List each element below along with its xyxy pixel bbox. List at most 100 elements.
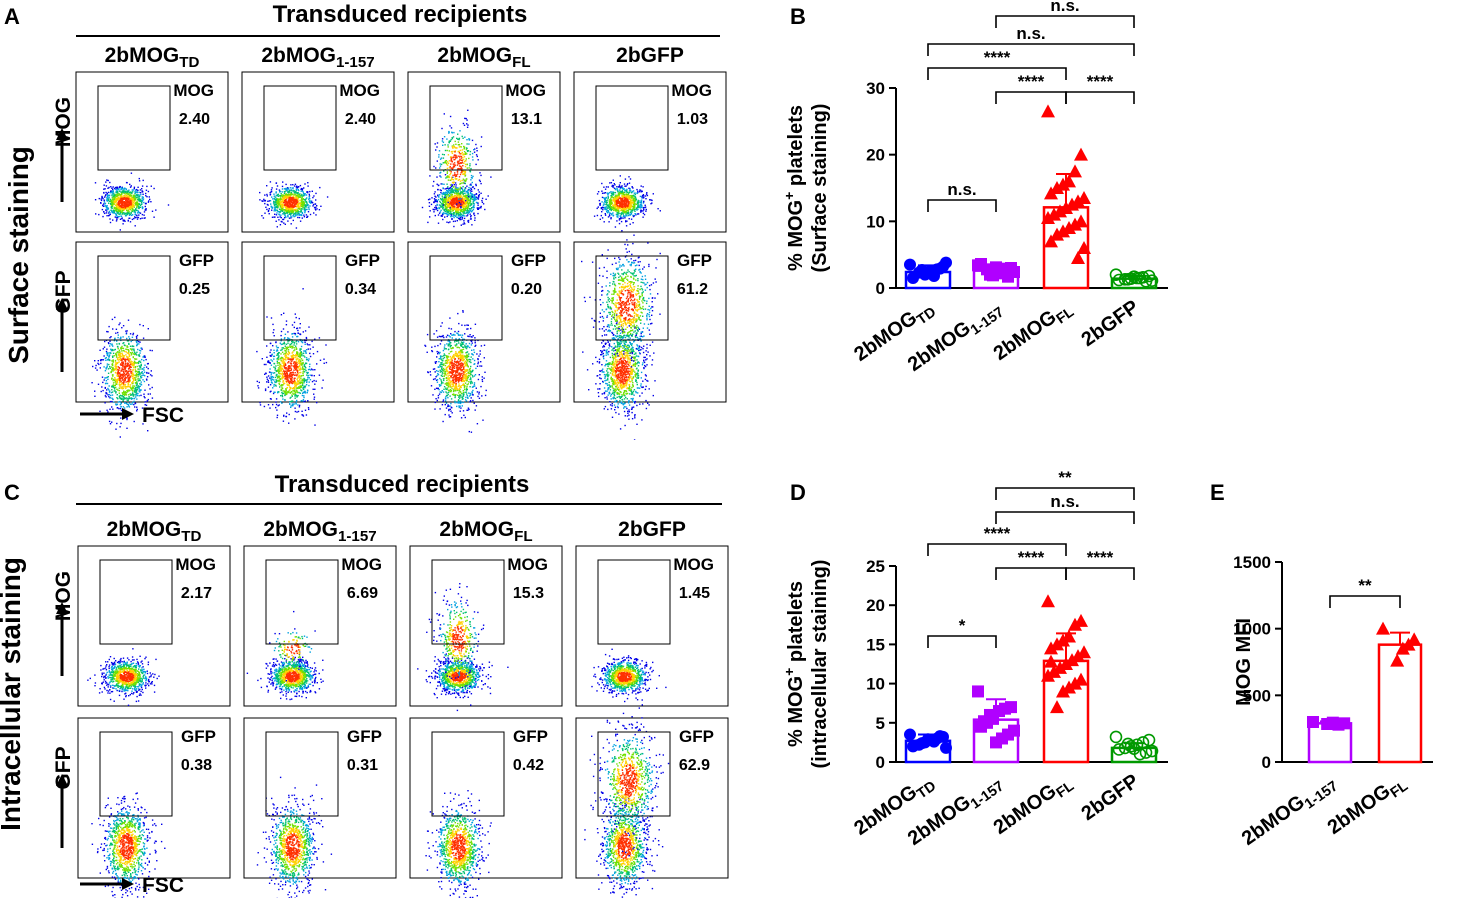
event-dot xyxy=(627,214,630,217)
event-dot xyxy=(117,211,119,214)
event-dot xyxy=(131,348,133,350)
event-dot xyxy=(125,201,127,203)
event-dot xyxy=(447,162,450,164)
event-dot xyxy=(147,328,149,330)
event-dot xyxy=(314,208,316,210)
event-dot xyxy=(463,208,466,210)
event-dot xyxy=(607,196,609,198)
event-dot xyxy=(284,209,286,212)
event-dot xyxy=(633,197,635,199)
event-dot xyxy=(301,212,303,214)
event-dot xyxy=(122,387,125,389)
event-dot xyxy=(115,208,117,211)
event-dot xyxy=(613,183,615,185)
event-dot xyxy=(452,179,455,181)
event-dot xyxy=(607,195,609,197)
event-dot xyxy=(105,350,108,353)
event-dot xyxy=(446,202,448,204)
event-dot xyxy=(112,349,114,352)
event-dot xyxy=(286,187,289,189)
event-dot xyxy=(611,208,614,211)
y-axis-arrowhead xyxy=(56,298,68,310)
event-dot xyxy=(274,213,276,215)
event-dot xyxy=(146,376,149,378)
event-dot xyxy=(121,350,123,352)
event-dot xyxy=(125,394,128,396)
event-dot xyxy=(285,205,287,207)
event-dot xyxy=(452,174,454,177)
event-dot xyxy=(284,223,286,225)
event-dot xyxy=(287,206,289,208)
event-dot xyxy=(301,195,303,197)
event-dot xyxy=(635,203,638,205)
event-dot xyxy=(280,202,282,205)
event-dot xyxy=(127,319,130,321)
event-dot xyxy=(450,199,453,202)
event-dot xyxy=(145,189,148,191)
event-dot xyxy=(133,188,135,190)
event-dot xyxy=(618,222,621,225)
event-dot xyxy=(606,199,609,201)
event-dot xyxy=(460,191,463,193)
event-dot xyxy=(111,355,114,357)
event-dot xyxy=(123,187,126,189)
event-dot xyxy=(304,200,307,202)
event-dot xyxy=(635,207,638,209)
event-dot xyxy=(624,209,626,211)
event-dot xyxy=(122,393,125,395)
event-dot xyxy=(130,210,133,212)
event-dot xyxy=(293,213,296,215)
event-dot xyxy=(440,206,442,208)
event-dot xyxy=(436,142,439,144)
event-dot xyxy=(451,207,454,210)
event-dot xyxy=(459,212,461,214)
event-dot xyxy=(476,150,478,152)
event-dot xyxy=(296,201,298,203)
event-dot xyxy=(127,191,129,193)
event-dot xyxy=(133,420,135,423)
event-dot xyxy=(471,194,473,196)
event-dot xyxy=(274,207,276,210)
event-dot xyxy=(128,198,130,200)
event-dot xyxy=(472,198,474,201)
event-dot xyxy=(450,157,453,159)
event-dot xyxy=(140,347,142,349)
event-dot xyxy=(431,197,433,199)
event-dot xyxy=(453,150,455,153)
event-dot xyxy=(461,182,463,184)
event-dot xyxy=(606,209,608,212)
event-dot xyxy=(130,206,132,208)
event-dot xyxy=(477,208,479,210)
event-dot xyxy=(449,179,451,181)
event-dot xyxy=(133,186,136,188)
event-dot xyxy=(471,156,474,158)
event-dot xyxy=(448,140,451,142)
event-dot xyxy=(624,215,626,218)
event-dot xyxy=(618,195,621,198)
event-dot xyxy=(286,201,288,204)
event-dot xyxy=(115,391,117,393)
event-dot xyxy=(121,211,123,213)
event-dot xyxy=(115,204,117,207)
event-dot xyxy=(438,154,440,156)
event-dot xyxy=(138,372,140,374)
event-dot xyxy=(470,184,472,187)
event-dot xyxy=(111,187,113,189)
event-dot xyxy=(460,162,462,164)
event-dot xyxy=(94,395,96,397)
event-dot xyxy=(119,211,121,214)
event-dot xyxy=(451,160,453,163)
event-cloud xyxy=(259,181,329,229)
event-dot xyxy=(123,380,125,382)
event-dot xyxy=(421,206,424,209)
event-dot xyxy=(452,156,454,158)
event-dot xyxy=(450,138,452,141)
event-dot xyxy=(126,337,128,340)
event-dot xyxy=(285,204,287,206)
event-dot xyxy=(125,362,127,365)
event-dot xyxy=(109,218,111,220)
event-dot xyxy=(139,212,142,214)
event-dot xyxy=(135,393,137,396)
event-dot xyxy=(638,206,640,208)
event-dot xyxy=(487,195,489,197)
